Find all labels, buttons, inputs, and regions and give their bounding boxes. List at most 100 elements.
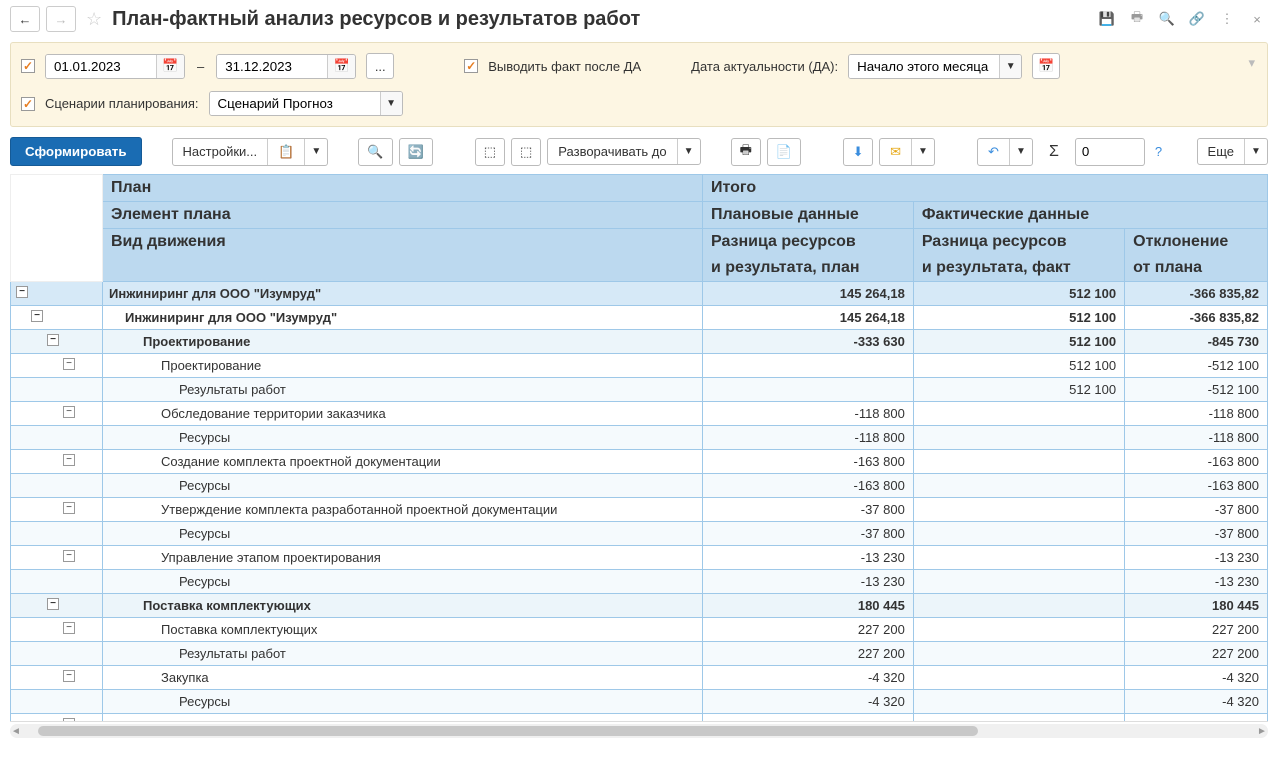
- find-button[interactable]: 🔍: [358, 138, 392, 166]
- dropdown-icon[interactable]: ▼: [1245, 139, 1267, 164]
- date-from-input[interactable]: 📅: [45, 54, 185, 79]
- nav-back-button[interactable]: ←: [10, 6, 40, 32]
- preview-icon[interactable]: 🔍: [1156, 8, 1178, 30]
- tree-toggle-icon[interactable]: −: [63, 406, 75, 418]
- tree-toggle-icon[interactable]: −: [63, 358, 75, 370]
- row-plan: -118 800: [703, 402, 914, 426]
- table-row[interactable]: −Поставка комплектующих227 200227 200: [11, 618, 1268, 642]
- sum-input[interactable]: [1075, 138, 1145, 166]
- date-range-checkbox[interactable]: [21, 59, 35, 73]
- actuality-select[interactable]: ▼: [848, 54, 1022, 79]
- row-name: Ресурсы: [103, 690, 703, 714]
- dropdown-icon[interactable]: ▼: [912, 139, 934, 165]
- print-button[interactable]: 🖶: [731, 138, 761, 166]
- header-diff-plan-2: и результата, план: [703, 255, 914, 282]
- table-row[interactable]: Ресурсы-163 800-163 800: [11, 474, 1268, 498]
- table-row[interactable]: −Инжиниринг для ООО "Изумруд"145 264,185…: [11, 306, 1268, 330]
- tree-toggle-icon[interactable]: −: [63, 622, 75, 634]
- table-row[interactable]: Результаты работ227 200227 200: [11, 642, 1268, 666]
- dropdown-icon[interactable]: ▼: [380, 92, 402, 115]
- fact-after-da-checkbox[interactable]: [464, 59, 478, 73]
- settings-label[interactable]: Настройки...: [173, 139, 269, 165]
- toolbar: Сформировать Настройки... 📋 ▼ 🔍 🔄 ⬚ ⬚ Ра…: [0, 137, 1278, 174]
- row-plan: [703, 378, 914, 402]
- tree-toggle-icon[interactable]: −: [31, 310, 43, 322]
- dropdown-icon[interactable]: ▼: [1010, 139, 1032, 165]
- dropdown-icon[interactable]: ▼: [678, 139, 700, 164]
- scrollbar-thumb[interactable]: [38, 726, 978, 736]
- date-to-input[interactable]: 📅: [216, 54, 356, 79]
- scenarios-checkbox[interactable]: [21, 97, 35, 111]
- link-icon[interactable]: 🔗: [1186, 8, 1208, 30]
- print-preview-button[interactable]: 📄: [767, 138, 801, 166]
- tree-toggle-icon[interactable]: −: [16, 286, 28, 298]
- more-button[interactable]: Еще ▼: [1197, 138, 1268, 165]
- table-row[interactable]: −Управление этапом проектирования-13 230…: [11, 546, 1268, 570]
- table-row[interactable]: −Поставка комплектующих на склад-7 200-7…: [11, 714, 1268, 723]
- table-row[interactable]: Ресурсы-118 800-118 800: [11, 426, 1268, 450]
- sigma-label: Σ: [1039, 138, 1069, 166]
- table-row[interactable]: Ресурсы-4 320-4 320: [11, 690, 1268, 714]
- horizontal-scrollbar[interactable]: ◄ ►: [10, 724, 1268, 738]
- expand-button[interactable]: ⬚: [511, 138, 541, 166]
- row-dev: -366 835,82: [1125, 306, 1268, 330]
- calendar-icon[interactable]: 📅: [327, 55, 355, 78]
- mail-button[interactable]: ✉ ▼: [879, 138, 935, 166]
- calendar-icon[interactable]: 📅: [156, 55, 184, 78]
- download-button[interactable]: ⬇: [843, 138, 873, 166]
- tree-toggle-icon[interactable]: −: [63, 454, 75, 466]
- table-row[interactable]: −Проектирование-333 630512 100-845 730: [11, 330, 1268, 354]
- expand-to-label[interactable]: Разворачивать до: [548, 139, 677, 164]
- tree-toggle-icon[interactable]: −: [63, 670, 75, 682]
- tree-toggle-icon[interactable]: −: [63, 718, 75, 722]
- table-row[interactable]: −Проектирование512 100-512 100: [11, 354, 1268, 378]
- scenario-field[interactable]: [210, 92, 380, 115]
- date-from-field[interactable]: [46, 55, 156, 78]
- actuality-calendar-button[interactable]: 📅: [1032, 53, 1060, 79]
- table-row[interactable]: −Закупка-4 320-4 320: [11, 666, 1268, 690]
- scenario-select[interactable]: ▼: [209, 91, 403, 116]
- row-fact: [913, 522, 1124, 546]
- header-diff-fact-2: и результата, факт: [913, 255, 1124, 282]
- undo-button[interactable]: ↶ ▼: [977, 138, 1033, 166]
- mail-icon[interactable]: ✉: [880, 139, 912, 165]
- collapse-button[interactable]: ⬚: [475, 138, 505, 166]
- more-icon[interactable]: ⋮: [1216, 8, 1238, 30]
- row-dev: -7 200: [1125, 714, 1268, 723]
- scroll-left-icon[interactable]: ◄: [10, 726, 22, 737]
- scroll-right-icon[interactable]: ►: [1256, 726, 1268, 737]
- print-icon[interactable]: 🖶: [1126, 8, 1148, 30]
- generate-button[interactable]: Сформировать: [10, 137, 142, 166]
- table-row[interactable]: Ресурсы-13 230-13 230: [11, 570, 1268, 594]
- tree-toggle-icon[interactable]: −: [63, 550, 75, 562]
- expand-to-button[interactable]: Разворачивать до ▼: [547, 138, 700, 165]
- date-to-field[interactable]: [217, 55, 327, 78]
- table-row[interactable]: −Инжиниринг для ООО "Изумруд"145 264,185…: [11, 282, 1268, 306]
- row-fact: [913, 642, 1124, 666]
- table-row[interactable]: Результаты работ512 100-512 100: [11, 378, 1268, 402]
- table-row[interactable]: −Утверждение комплекта разработанной про…: [11, 498, 1268, 522]
- nav-forward-button[interactable]: →: [46, 6, 76, 32]
- table-row[interactable]: −Создание комплекта проектной документац…: [11, 450, 1268, 474]
- date-options-button[interactable]: ...: [366, 53, 394, 79]
- settings-variant-icon[interactable]: 📋: [268, 139, 305, 165]
- tree-toggle-icon[interactable]: −: [63, 502, 75, 514]
- actuality-field[interactable]: [849, 55, 999, 78]
- row-plan: -333 630: [703, 330, 914, 354]
- filter-icon[interactable]: ▾: [1248, 55, 1255, 71]
- dropdown-icon[interactable]: ▼: [305, 139, 327, 165]
- settings-button[interactable]: Настройки... 📋 ▼: [172, 138, 329, 166]
- save-icon[interactable]: 💾: [1096, 8, 1118, 30]
- undo-icon[interactable]: ↶: [978, 139, 1010, 165]
- dropdown-icon[interactable]: ▼: [999, 55, 1021, 78]
- table-row[interactable]: −Поставка комплектующих180 445180 445: [11, 594, 1268, 618]
- table-row[interactable]: Ресурсы-37 800-37 800: [11, 522, 1268, 546]
- more-label[interactable]: Еще: [1198, 139, 1245, 164]
- help-icon[interactable]: ?: [1151, 144, 1166, 159]
- favorite-icon[interactable]: ☆: [86, 9, 102, 30]
- close-icon[interactable]: ×: [1246, 8, 1268, 30]
- tree-toggle-icon[interactable]: −: [47, 598, 59, 610]
- tree-toggle-icon[interactable]: −: [47, 334, 59, 346]
- table-row[interactable]: −Обследование территории заказчика-118 8…: [11, 402, 1268, 426]
- find-next-button[interactable]: 🔄: [399, 138, 433, 166]
